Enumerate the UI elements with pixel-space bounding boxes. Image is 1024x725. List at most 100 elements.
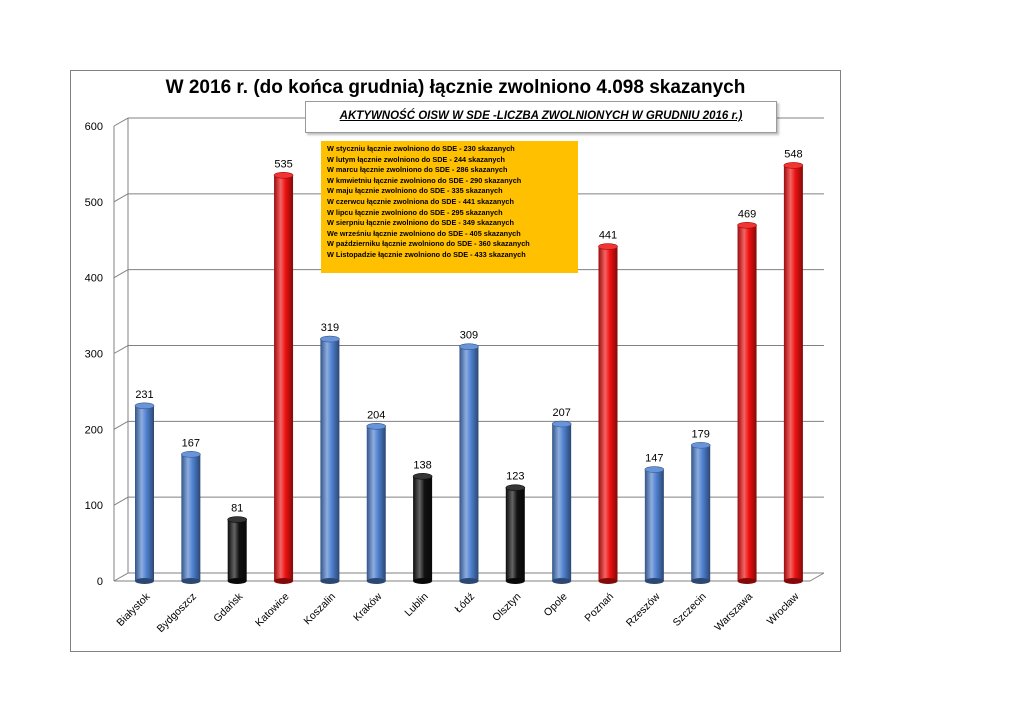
x-tick-label: Gdańsk [211,590,246,625]
chart-title: W 2016 r. (do końca grudnia) łącznie zwo… [165,77,746,98]
y-tick-label: 400 [85,273,103,285]
bar-value-label: 123 [506,471,524,483]
bar-top [737,222,757,229]
bar-value-label: 231 [135,389,153,401]
bar-body [366,426,386,581]
x-tick-label: Olsztyn [490,591,523,624]
x-tick-label: Bydgoszcz [155,591,199,635]
bar-top [690,441,711,449]
bar [505,484,526,584]
bar-value-label: 204 [367,409,385,421]
bar-base [783,578,803,584]
bar [366,422,387,584]
bar-body [181,454,201,581]
bar-base [691,578,711,584]
bar [134,402,155,584]
bar [412,473,433,584]
bar-body [459,346,479,581]
y-tick-label: 300 [85,349,103,361]
bar-body [644,469,664,581]
x-axis-side [809,572,825,582]
bar-value-label: 147 [645,453,663,465]
bar-body [320,339,340,581]
bar-top [551,420,572,428]
bar-top [366,422,387,430]
bar [273,171,294,584]
bar-top [227,516,247,523]
x-tick-label: Lublin [402,591,430,619]
bar-value-label: 441 [599,230,617,242]
x-tick-label: Szczecin [671,591,709,629]
bar-top [134,402,155,410]
bar-value-label: 309 [460,330,478,342]
bar [227,516,247,584]
bar-base [413,578,433,584]
bar-body [691,445,711,581]
bar-base [552,578,572,584]
x-tick-label: Koszalin [301,591,338,628]
y-tick-label: 500 [85,197,103,209]
bar-value-label: 319 [321,322,339,334]
x-tick-label: Rzeszów [624,590,663,629]
bar-top [273,171,294,179]
bar-top [412,473,433,480]
bar-body [135,405,154,581]
gridline-side [113,117,129,127]
bar-body [505,487,525,581]
monthly-note-line: W sierpniu łącznie zwolniono do SDE - 34… [327,218,514,228]
bar-base [135,578,154,584]
gridline-side [113,193,129,203]
bar-top [783,162,804,169]
bar-base [598,578,618,584]
x-tick-label: Poznań [582,591,616,625]
x-tick-label: Białystok [114,590,153,629]
chart-subtitle: AKTYWNOŚĆ OISW W SDE -LICZBA ZWOLNIONYCH… [339,110,743,122]
bar [459,343,479,584]
bar-value-label: 179 [692,428,710,440]
x-tick-label: Kraków [351,590,385,624]
bar-base [181,578,201,584]
bar-base [227,578,247,584]
x-tick-label: Opole [541,591,569,619]
x-tick-label: Łódź [452,591,477,616]
monthly-note-line: W marcu łącznie zwolniono do SDE - 286 s… [327,165,508,175]
monthly-note-line: W lipcu łącznie zwolniono do SDE - 295 s… [327,207,503,217]
bar-value-label: 207 [552,407,570,419]
bar-body [783,165,803,581]
monthly-note-line: W maju łącznie zwolniono do SDE - 335 sk… [327,186,503,196]
bar-value-label: 535 [274,158,292,170]
monthly-note-line: W lutym łącznie zwolniono do SDE - 244 s… [327,154,506,164]
gridline-side [113,420,129,430]
y-tick-label: 0 [97,576,103,588]
bar-base [505,578,525,584]
monthly-note-line: W styczniu łącznie zwolniono do SDE - 23… [327,144,515,153]
bar [181,451,201,584]
y-tick-label: 200 [85,424,103,436]
bar-body [552,424,572,581]
bar [690,441,711,584]
bar-base [274,578,294,584]
y-tick-label: 600 [85,121,103,133]
bar [644,466,665,584]
bar-body [737,225,757,581]
x-tick-label: Wrocław [765,590,802,627]
bar-top [644,466,665,473]
bar-value-label: 548 [784,148,802,160]
subtitle-box: AKTYWNOŚĆ OISW W SDE -LICZBA ZWOLNIONYCH… [305,101,777,133]
monthly-note-line: W Listopadzie łącznie zwolniono do SDE -… [327,249,526,259]
bar-base [737,578,757,584]
gridline-side [113,496,129,506]
bar-base [366,578,386,584]
bar-body [598,246,618,581]
bar-top [505,484,526,492]
bar-value-label: 469 [738,208,756,220]
monthly-notes-box: W styczniu łącznie zwolniono do SDE - 23… [321,141,578,273]
monthly-note-line: W kmwietniu łącznie zwolniono do SDE - 2… [327,175,522,185]
gridline-side [113,572,129,582]
bar-value-label: 138 [413,459,431,471]
bar-base [320,578,340,584]
bar-value-label: 167 [182,437,200,449]
gridline-side [113,269,129,279]
bar-body [227,519,247,581]
